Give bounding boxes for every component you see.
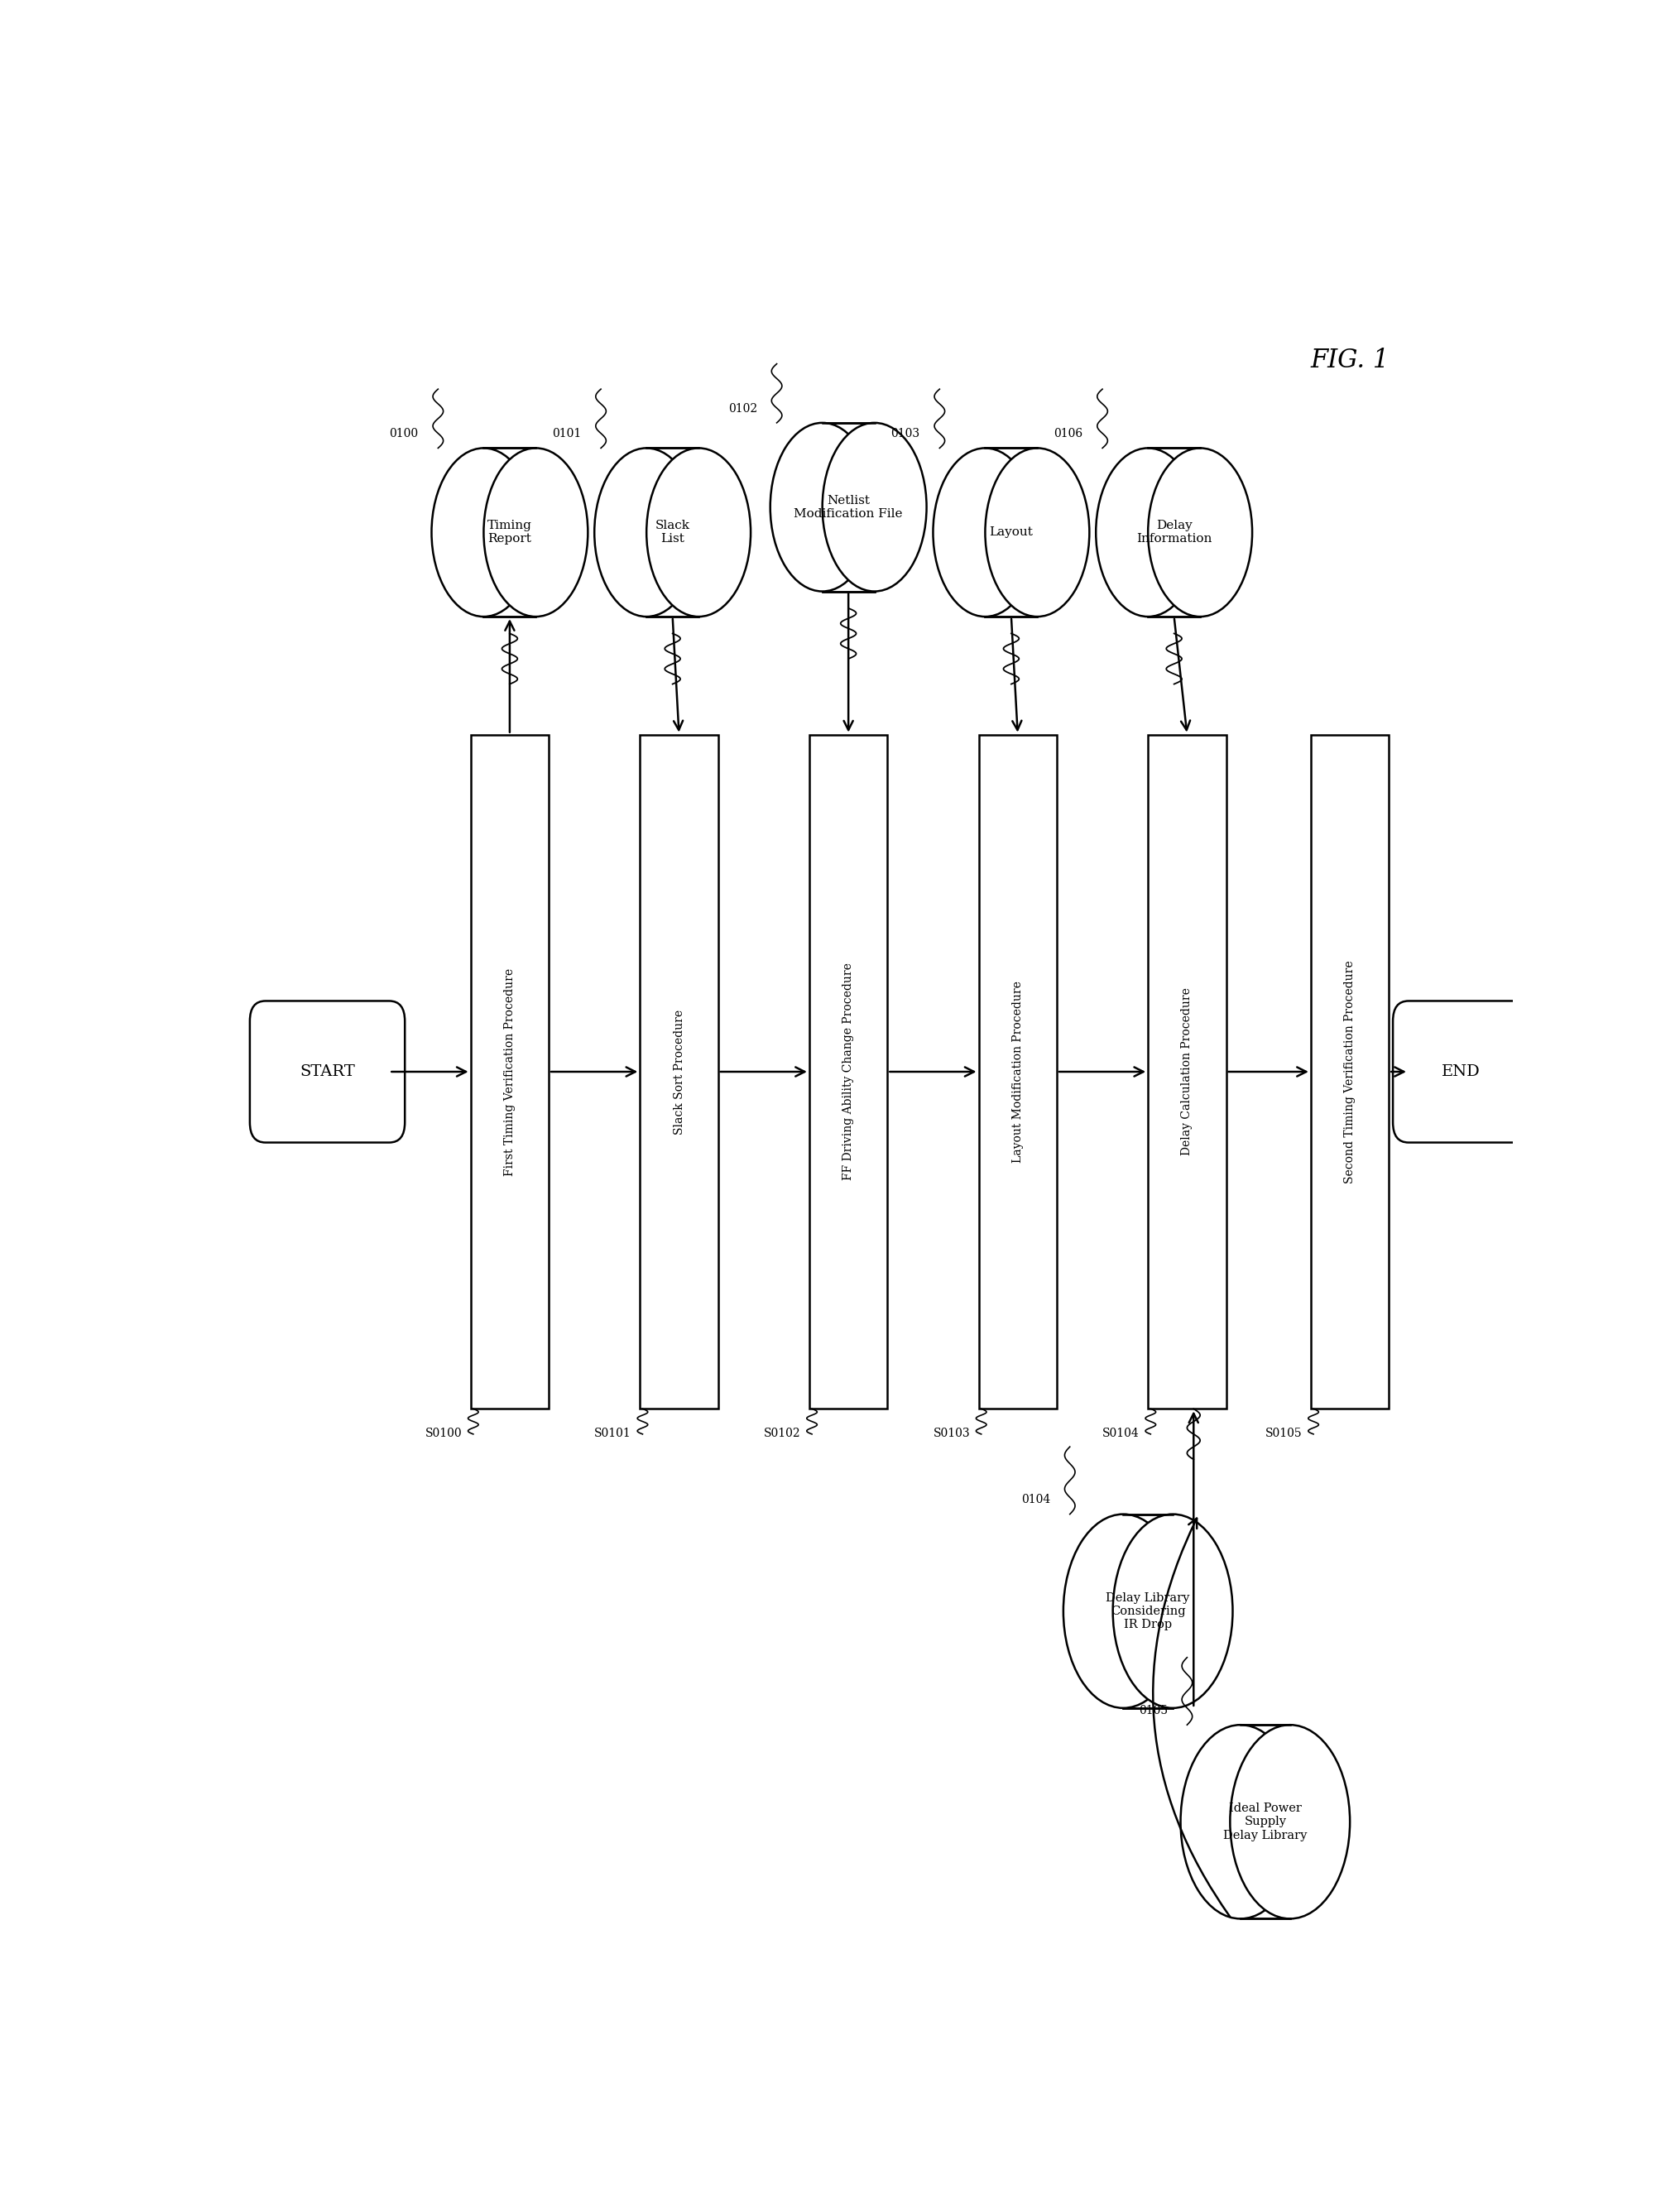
Ellipse shape <box>1095 449 1200 617</box>
Bar <box>978 736 1057 1410</box>
Bar <box>1240 1725 1289 1920</box>
Text: FIG. 1: FIG. 1 <box>1310 348 1389 374</box>
Text: 0104: 0104 <box>1021 1495 1050 1506</box>
Text: Ideal Power
Supply
Delay Library: Ideal Power Supply Delay Library <box>1223 1802 1307 1841</box>
Text: First Timing Verification Procedure: First Timing Verification Procedure <box>504 968 516 1175</box>
Text: Delay
Information: Delay Information <box>1136 519 1211 545</box>
Text: END: END <box>1440 1064 1480 1079</box>
Bar <box>484 449 536 617</box>
Ellipse shape <box>484 449 588 617</box>
Text: Slack Sort Procedure: Slack Sort Procedure <box>674 1009 684 1134</box>
Text: Second Timing Verification Procedure: Second Timing Verification Procedure <box>1344 961 1356 1184</box>
Ellipse shape <box>769 422 874 591</box>
Text: S0102: S0102 <box>763 1427 800 1438</box>
Ellipse shape <box>1179 1725 1300 1920</box>
Ellipse shape <box>1230 1725 1349 1920</box>
Bar <box>1147 736 1226 1410</box>
Text: S0100: S0100 <box>425 1427 462 1438</box>
Text: Layout: Layout <box>990 528 1033 538</box>
Text: S0104: S0104 <box>1102 1427 1139 1438</box>
Text: 0100: 0100 <box>390 429 418 440</box>
Text: Slack
List: Slack List <box>655 519 689 545</box>
Text: FF Driving Ability Change Procedure: FF Driving Ability Change Procedure <box>842 963 853 1180</box>
Bar <box>810 736 887 1410</box>
Text: Netlist
Modification File: Netlist Modification File <box>793 495 902 519</box>
Text: S0101: S0101 <box>595 1427 632 1438</box>
Ellipse shape <box>1112 1515 1231 1707</box>
Ellipse shape <box>647 449 751 617</box>
Bar <box>1310 736 1388 1410</box>
FancyBboxPatch shape <box>1393 1000 1527 1143</box>
FancyBboxPatch shape <box>250 1000 405 1143</box>
Text: S0103: S0103 <box>932 1427 969 1438</box>
Bar <box>984 449 1037 617</box>
Text: 0102: 0102 <box>727 403 756 414</box>
Text: 0105: 0105 <box>1137 1705 1168 1716</box>
Ellipse shape <box>1063 1515 1183 1707</box>
Text: 0103: 0103 <box>890 429 919 440</box>
Bar <box>640 736 717 1410</box>
Text: START: START <box>299 1064 354 1079</box>
Bar <box>1147 449 1200 617</box>
Text: Timing
Report: Timing Report <box>487 519 533 545</box>
Text: Delay Library
Considering
IR Drop: Delay Library Considering IR Drop <box>1105 1591 1189 1631</box>
Ellipse shape <box>932 449 1037 617</box>
Ellipse shape <box>984 449 1089 617</box>
Bar <box>1122 1515 1173 1707</box>
Bar <box>470 736 548 1410</box>
Bar <box>822 422 874 591</box>
Text: 0106: 0106 <box>1053 429 1082 440</box>
Bar <box>647 449 699 617</box>
Text: Delay Calculation Procedure: Delay Calculation Procedure <box>1181 987 1193 1156</box>
Text: 0101: 0101 <box>553 429 581 440</box>
Ellipse shape <box>822 422 926 591</box>
Ellipse shape <box>1147 449 1252 617</box>
Text: S0105: S0105 <box>1265 1427 1302 1438</box>
Ellipse shape <box>595 449 699 617</box>
Ellipse shape <box>432 449 536 617</box>
Text: Layout Modification Procedure: Layout Modification Procedure <box>1011 981 1023 1162</box>
